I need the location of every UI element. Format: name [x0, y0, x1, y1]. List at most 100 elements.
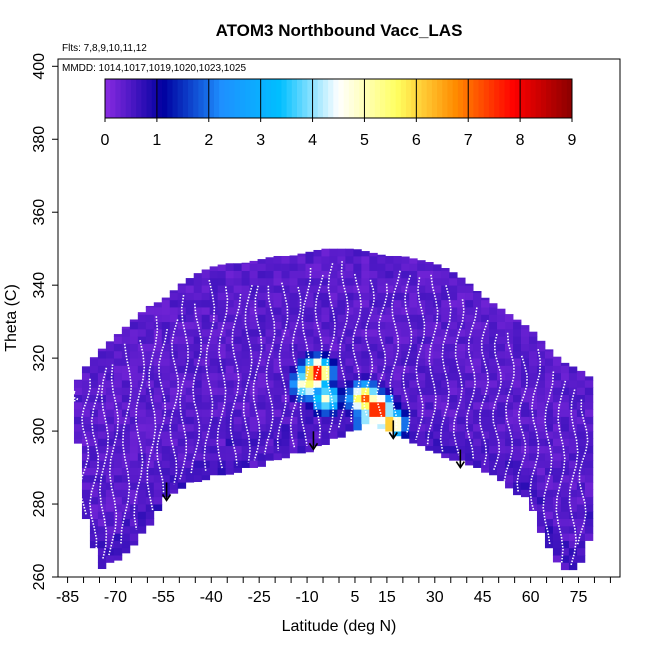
colorbar-segment	[219, 79, 225, 118]
heatmap-cell	[137, 482, 147, 490]
heatmap-cell	[89, 438, 99, 447]
heatmap-cell	[185, 292, 195, 301]
heatmap-cell	[249, 350, 258, 359]
heatmap-cell	[329, 365, 338, 374]
heatmap-cell	[201, 423, 211, 432]
heatmap-cell	[425, 380, 434, 388]
heatmap-cell	[576, 380, 586, 388]
heatmap-cell	[584, 401, 594, 410]
heatmap-cell	[457, 307, 466, 315]
heatmap-cell	[113, 334, 123, 337]
heatmap-cell	[505, 387, 514, 396]
heatmap-cell	[481, 328, 490, 337]
heatmap-cell	[313, 438, 322, 447]
heatmap-cell	[321, 343, 330, 352]
heatmap-cell	[560, 467, 570, 476]
heatmap-cell	[377, 394, 386, 403]
heatmap-cell	[473, 307, 482, 315]
heatmap-cell	[97, 452, 107, 461]
heatmap-cell	[576, 555, 586, 563]
heatmap-cell	[129, 474, 139, 483]
heatmap-cell	[233, 336, 243, 344]
heatmap-cell	[417, 314, 426, 323]
heatmap-cell	[153, 409, 163, 417]
heatmap-cell	[257, 259, 266, 264]
heatmap-cell	[145, 380, 155, 388]
heatmap-cell	[97, 489, 107, 498]
heatmap-cell	[305, 314, 314, 323]
heatmap-cell	[113, 482, 123, 490]
heatmap-cell	[113, 387, 123, 396]
heatmap-cell	[536, 372, 546, 381]
heatmap-cell	[145, 336, 155, 344]
heatmap-cell	[441, 299, 450, 308]
heatmap-cell	[201, 452, 211, 461]
heatmap-cell	[105, 445, 115, 454]
heatmap-cell	[105, 511, 115, 520]
heatmap-cell	[289, 401, 298, 410]
heatmap-cell	[409, 438, 418, 444]
heatmap-cell	[337, 285, 346, 293]
heatmap-cell	[305, 292, 314, 301]
heatmap-cell	[249, 365, 258, 374]
heatmap-cell	[233, 358, 243, 366]
heatmap-cell	[233, 343, 243, 352]
heatmap-cell	[497, 445, 506, 454]
heatmap-cell	[81, 416, 91, 425]
heatmap-cell	[377, 299, 386, 308]
heatmap-cell	[329, 248, 338, 257]
heatmap-cell	[329, 277, 338, 286]
heatmap-cell	[209, 292, 219, 301]
colorbar-segment	[182, 79, 189, 118]
heatmap-cell	[193, 394, 203, 403]
heatmap-cell	[457, 285, 466, 293]
heatmap-cell	[121, 365, 131, 374]
flight-track-profile	[133, 340, 146, 530]
heatmap-cell	[121, 326, 131, 330]
heatmap-cell	[129, 438, 139, 447]
heatmap-cell	[584, 489, 594, 498]
heatmap-cell	[153, 302, 163, 308]
heatmap-cell	[584, 423, 594, 432]
heatmap-cell	[513, 372, 522, 381]
heatmap-cell	[97, 533, 107, 541]
heatmap-cell	[153, 336, 163, 344]
heatmap-cell	[536, 482, 546, 490]
heatmap-cell	[329, 343, 338, 352]
heatmap-cell	[369, 255, 378, 264]
heatmap-cell	[433, 343, 442, 352]
heatmap-cell	[281, 401, 290, 410]
heatmap-cell	[81, 387, 91, 396]
heatmap-cell	[185, 350, 195, 359]
heatmap-cell	[417, 260, 426, 264]
heatmap-cell	[353, 416, 362, 425]
heatmap-cell	[584, 445, 594, 454]
heatmap-cell	[81, 394, 91, 403]
heatmap-cell	[281, 409, 290, 417]
heatmap-cell	[185, 452, 195, 461]
heatmap-cell	[457, 416, 466, 425]
x-tick-label: 5	[351, 589, 360, 606]
heatmap-cell	[369, 328, 378, 337]
colorbar-segment	[276, 79, 282, 118]
heatmap-cell	[281, 416, 290, 425]
heatmap-cell	[137, 401, 147, 410]
heatmap-cell	[369, 394, 378, 403]
heatmap-cell	[441, 372, 450, 381]
heatmap-cell	[329, 350, 338, 359]
heatmap-cell	[481, 343, 490, 352]
heatmap-cell	[337, 380, 346, 388]
heatmap-cell	[473, 460, 482, 468]
heatmap-cell	[385, 343, 394, 352]
heatmap-cell	[505, 365, 514, 374]
heatmap-cell	[217, 467, 227, 476]
colorbar-segment	[198, 79, 205, 118]
heatmap-cell	[73, 438, 83, 444]
heatmap-cell	[217, 314, 227, 323]
heatmap-cell	[273, 277, 282, 286]
heatmap-cell	[217, 350, 227, 359]
heatmap-cell	[265, 365, 274, 374]
heatmap-cell	[417, 401, 426, 410]
heatmap-cell	[313, 343, 322, 352]
heatmap-cell	[297, 277, 306, 286]
